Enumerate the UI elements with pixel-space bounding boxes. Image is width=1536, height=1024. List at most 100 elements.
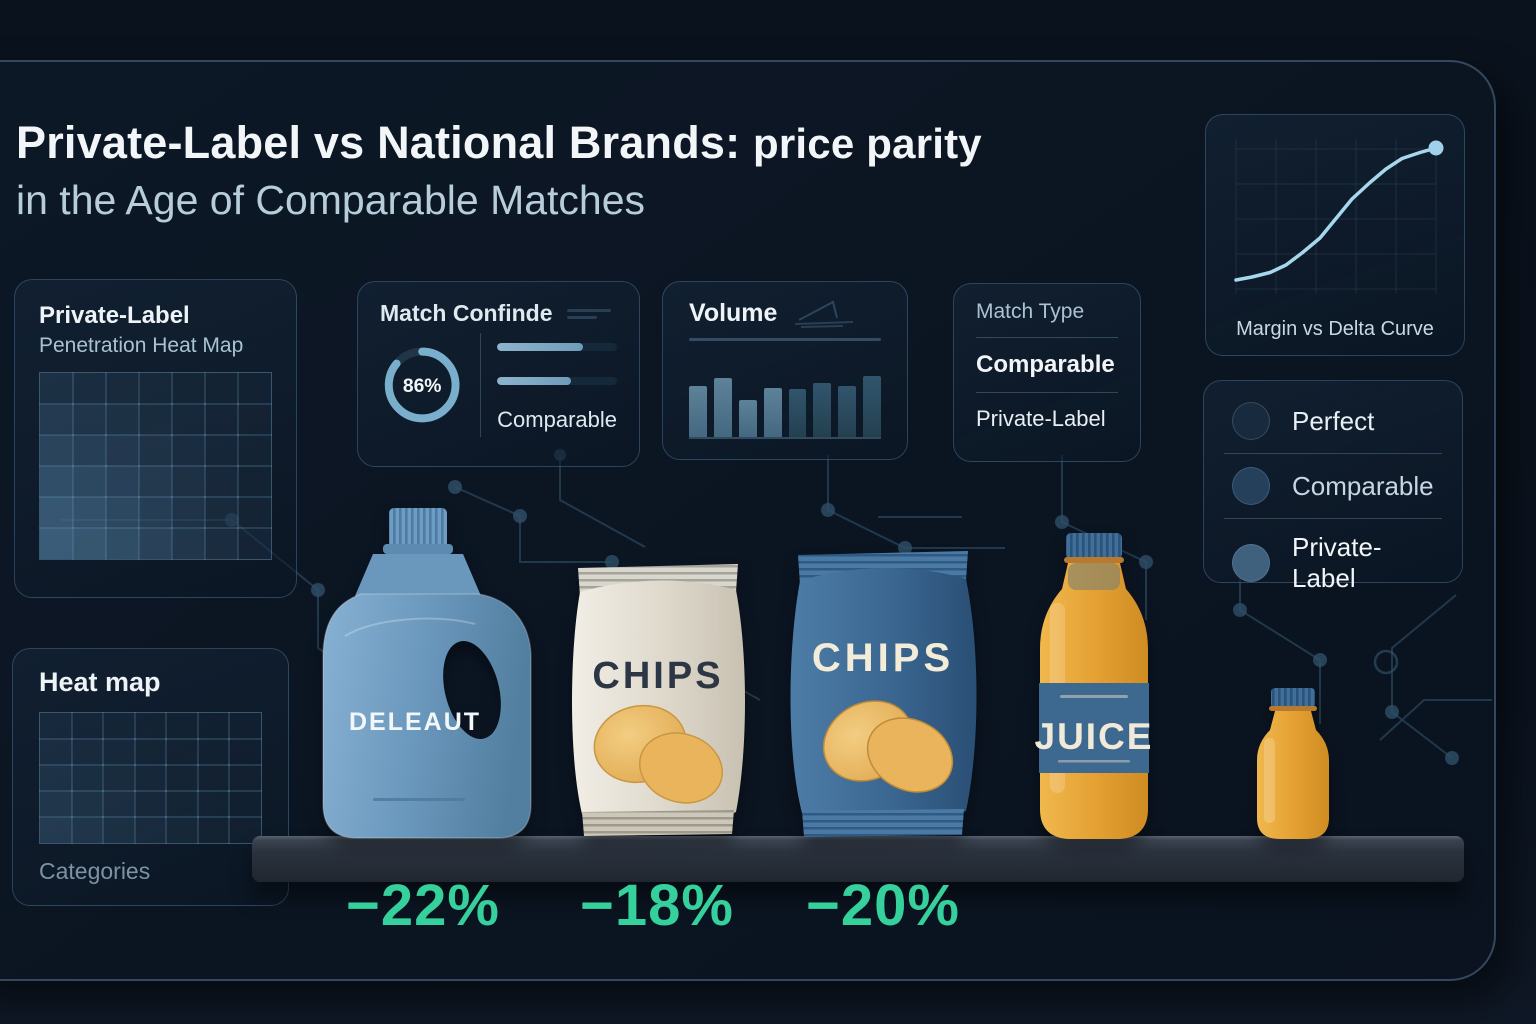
juice-small-body [1257, 711, 1329, 839]
legend-item-comparable: Comparable [1224, 454, 1442, 518]
heatmap-cell [39, 790, 73, 818]
juice-label-band: JUICE [1035, 683, 1154, 773]
heatmap-cell [197, 738, 230, 766]
volume-title: Volume [689, 298, 778, 327]
confidence-title: Match Confinde [380, 300, 553, 326]
product-shelf [252, 836, 1464, 882]
heatmap-cell [39, 496, 74, 529]
heatmap-cell [72, 496, 107, 529]
sketch-marks [566, 308, 611, 319]
card-margin-curve: Margin vs Delta Curve [1205, 114, 1465, 356]
product-juice-bottle-large: JUICE [1028, 533, 1160, 850]
divider [689, 338, 881, 341]
heatmap-cell [102, 764, 136, 792]
title-block: Private-Label vs National Brands: price … [16, 116, 982, 225]
chips-illustration [593, 704, 724, 804]
heatmap-cell [197, 816, 230, 844]
heatmap-cell [102, 738, 136, 766]
heatmap-cell [204, 527, 239, 560]
juice-small-cap-ring [1269, 706, 1317, 711]
legend-label: Private-Label [1292, 532, 1382, 593]
gauge-center-label: 86% [403, 376, 442, 397]
penetration-subtitle: Penetration Heat Map [39, 334, 244, 357]
legend-item-private-label: Private-Label [1224, 519, 1442, 607]
heatmap-cell [39, 527, 74, 560]
match-type-title: Match Type [976, 300, 1085, 323]
heatmap-cell [72, 403, 107, 436]
heatmap-cell [138, 527, 173, 560]
heatmap-cell [204, 434, 239, 467]
vertical-divider [480, 333, 482, 437]
title-main: Private-Label vs National Brands: [16, 117, 741, 168]
chips-white-crimp-bottom [582, 810, 734, 836]
heatmap-cell [165, 738, 199, 766]
heatmap-cell [165, 790, 199, 818]
heatmap-cell [228, 790, 262, 818]
heatmap-cell [134, 790, 167, 818]
discount-chips-white: −18% [580, 873, 734, 938]
penetration-title: Private-Label [39, 302, 190, 329]
sketch-marks [795, 300, 854, 328]
heatmap-cell [138, 372, 173, 405]
legend-dot-comparable [1232, 467, 1270, 505]
juice-small-highlight [1264, 738, 1275, 823]
margin-curve-chart [1234, 139, 1444, 294]
heatmap-cell [71, 738, 104, 766]
heatmap-cell [165, 816, 199, 844]
chips-blue-label: CHIPS [812, 636, 954, 680]
heatmap-cell [237, 527, 272, 560]
progress-track [497, 377, 617, 385]
heatmap-cell [72, 527, 107, 560]
heatmap-cell [171, 434, 206, 467]
volume-bar [713, 377, 732, 437]
heatmap-cell [105, 372, 140, 405]
heatmap-cell [102, 790, 136, 818]
penetration-heatmap-grid [39, 372, 272, 560]
heatmap-cell [138, 496, 173, 529]
heatmap-cell [237, 372, 272, 405]
heatmap-cell [71, 816, 104, 844]
card-legend: Perfect Comparable Private-Label [1203, 380, 1463, 593]
legend-label: Perfect [1292, 405, 1375, 436]
progress-fill [497, 343, 584, 351]
heatmap-cell [197, 790, 230, 818]
page-subtitle: in the Age of Comparable Matches [16, 176, 646, 223]
progress-track [497, 343, 617, 351]
card-volume: Volume [662, 281, 908, 460]
heatmap-cell [171, 527, 206, 560]
divider [1224, 453, 1442, 454]
volume-bar [838, 386, 857, 437]
heatmap-cell [197, 764, 230, 792]
juice-cap-ring [1064, 557, 1124, 563]
volume-bar-chart [689, 355, 881, 439]
heatmap-cell [102, 712, 136, 740]
heatmap-cell [204, 465, 239, 498]
heatmap-cell [138, 403, 173, 436]
divider [1224, 518, 1442, 519]
legend-dot-perfect [1232, 402, 1270, 440]
discount-detergent: −22% [346, 873, 500, 938]
heatmap-cell [39, 372, 74, 405]
page-title: Private-Label vs National Brands: price … [16, 116, 982, 171]
heatmap-cell [134, 764, 167, 792]
card-match-confidence: Match Confinde 86% Comparable [357, 281, 640, 467]
discount-chips-blue: −20% [806, 873, 960, 938]
heatmap-cell [71, 790, 104, 818]
heatmap-cell [228, 738, 262, 766]
heatmap-cell [138, 434, 173, 467]
heatmap-cell [171, 372, 206, 405]
heatmap-cell [197, 712, 230, 740]
heatmap-cell [105, 527, 140, 560]
divider [976, 337, 1118, 338]
heatmap-cell [171, 496, 206, 529]
product-chips-bag-blue: CHIPS [786, 545, 980, 850]
card-category-heatmap: Heat map Categories [12, 648, 289, 906]
heatmap-cell [204, 372, 239, 405]
juice-label: JUICE [1035, 716, 1154, 757]
heatmap-cell [72, 465, 107, 498]
heatmap-cell [237, 434, 272, 467]
gauge-ring-value [384, 347, 460, 423]
chips-blue-body [790, 567, 977, 827]
heatmap-cell [72, 434, 107, 467]
confidence-label: Comparable [497, 407, 617, 432]
